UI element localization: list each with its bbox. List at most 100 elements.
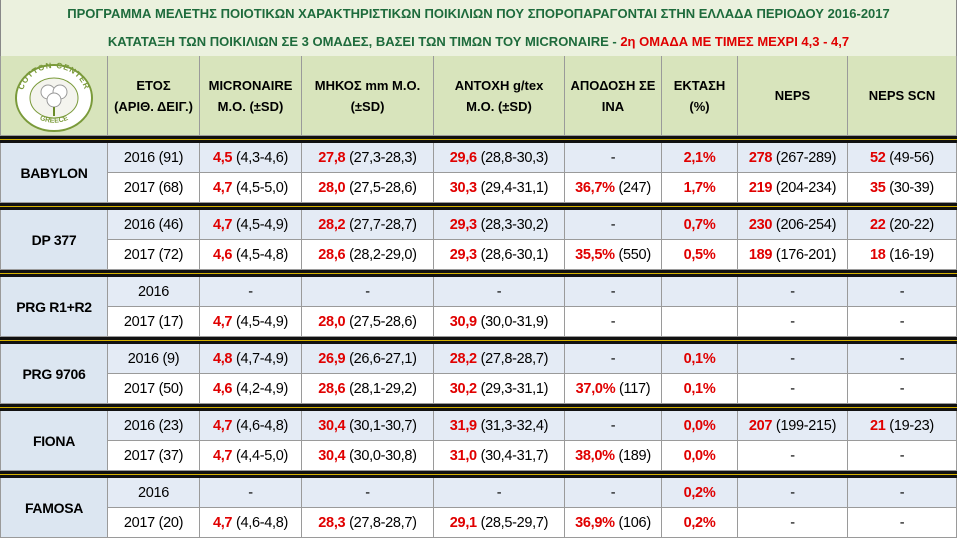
cell-range: (30,0-30,8) — [349, 447, 417, 464]
cell-range: (106) — [618, 514, 652, 531]
cell-range: (4,6-4,8) — [235, 514, 289, 531]
data-cell: - — [565, 143, 662, 173]
data-cell: - — [565, 411, 662, 441]
cell-range: (4,2-4,9) — [235, 380, 289, 397]
data-cell: - — [848, 508, 957, 538]
year-cell: 2016 — [108, 478, 200, 508]
data-cell: 31,0 (30,4-31,7) — [434, 441, 565, 471]
cell-range: (26,6-27,1) — [349, 350, 417, 367]
cell-value: 29,1 — [449, 514, 477, 531]
year-cell: 2016 — [108, 277, 200, 307]
cell-range: (28,8-30,3) — [480, 149, 549, 166]
cell-range: (20-22) — [889, 216, 934, 233]
data-cell: 28,0 (27,5-28,6) — [302, 173, 434, 203]
cell-value: 4,6 — [212, 246, 233, 263]
group-name: FIONA — [0, 411, 108, 471]
group-name: DP 377 — [0, 210, 108, 270]
year-cell: 2017 (17) — [108, 307, 200, 337]
title-text: ΚΑΤΑΤΑΞΗ ΤΩΝ ΠΟΙΚΙΛΙΩΝ ΣΕ 3 ΟΜΑΔΕΣ, ΒΑΣΕ… — [107, 34, 621, 49]
data-cell: - — [738, 478, 848, 508]
data-cell: 28,3 (27,8-28,7) — [302, 508, 434, 538]
cell-value: 219 — [748, 179, 773, 196]
cell-value: 0,1% — [683, 380, 716, 397]
cell-value: 189 — [748, 246, 773, 263]
data-cell: 278 (267-289) — [738, 143, 848, 173]
logo-cell: COTTON CENTER GREECE — [0, 56, 108, 136]
data-cell: 4,7 (4,6-4,8) — [200, 411, 302, 441]
data-cell: 219 (204-234) — [738, 173, 848, 203]
cell-value: 4,7 — [212, 417, 233, 434]
data-cell: - — [302, 277, 434, 307]
data-cell: 27,8 (27,3-28,3) — [302, 143, 434, 173]
data-cell: 22 (20-22) — [848, 210, 957, 240]
data-cell: 4,7 (4,5-4,9) — [200, 307, 302, 337]
year-cell: 2017 (20) — [108, 508, 200, 538]
data-cell: 2,1% — [662, 143, 738, 173]
cell-value: 22 — [870, 216, 886, 233]
cell-range: (28,2-29,0) — [349, 246, 417, 263]
cell-value: 0,2% — [683, 514, 716, 531]
cell-value: 30,4 — [318, 447, 346, 464]
data-cell: 52 (49-56) — [848, 143, 957, 173]
data-cell: - — [738, 374, 848, 404]
data-cell — [662, 277, 738, 307]
cell-value: 31,0 — [449, 447, 477, 464]
cell-value: 36,7% — [575, 179, 615, 196]
group-name: PRG R1+R2 — [0, 277, 108, 337]
cell-range: (30,4-31,7) — [480, 447, 549, 464]
header-cell: NEPS — [738, 56, 848, 136]
cell-range: (204-234) — [775, 179, 837, 196]
cell-value: 4,6 — [212, 380, 233, 397]
cell-value: 4,7 — [212, 514, 233, 531]
header-cell: ΑΠΟΔΟΣΗ ΣΕ ΙΝΑ — [565, 56, 662, 136]
data-cell: - — [848, 277, 957, 307]
cell-value: 29,3 — [449, 216, 477, 233]
title-line: ΚΑΤΑΤΑΞΗ ΤΩΝ ΠΟΙΚΙΛΙΩΝ ΣΕ 3 ΟΜΑΔΕΣ, ΒΑΣΕ… — [0, 28, 957, 56]
cell-value: 29,3 — [449, 246, 477, 263]
data-cell: 30,3 (29,4-31,1) — [434, 173, 565, 203]
data-cell: - — [738, 508, 848, 538]
header-text: Μ.Ο. (±SD) — [217, 98, 284, 114]
data-cell: 36,9% (106) — [565, 508, 662, 538]
data-cell: - — [738, 277, 848, 307]
data-cell: 4,6 (4,5-4,8) — [200, 240, 302, 270]
cell-value: 0,2% — [683, 484, 716, 501]
cell-range: (206-254) — [775, 216, 837, 233]
header-cell: ΜΗΚΟΣ mm Μ.Ο. (±SD) — [302, 56, 434, 136]
cell-value: 28,2 — [318, 216, 346, 233]
cell-value: 30,9 — [449, 313, 477, 330]
data-cell: - — [200, 478, 302, 508]
data-cell: 30,9 (30,0-31,9) — [434, 307, 565, 337]
data-cell: 35,5% (550) — [565, 240, 662, 270]
cell-value: 18 — [870, 246, 886, 263]
data-cell: 4,7 (4,4-5,0) — [200, 441, 302, 471]
cell-range: (27,8-28,7) — [349, 514, 417, 531]
cell-value: 28,2 — [449, 350, 477, 367]
cell-range: (4,3-4,6) — [235, 149, 289, 166]
header-cell: ΑΝΤΟΧΗ g/tex Μ.Ο. (±SD) — [434, 56, 565, 136]
logo: COTTON CENTER GREECE — [15, 60, 93, 132]
cell-value: 35 — [870, 179, 886, 196]
cell-value: 28,0 — [318, 313, 346, 330]
cell-range: (4,5-4,9) — [235, 313, 289, 330]
cell-value: 26,9 — [318, 350, 346, 367]
header-text: (ΑΡΙΘ. ΔΕΙΓ.) — [114, 98, 193, 114]
data-cell: 0,2% — [662, 478, 738, 508]
cell-value: 30,4 — [318, 417, 346, 434]
cell-range: (4,5-4,8) — [235, 246, 289, 263]
cell-value: 207 — [748, 417, 773, 434]
data-cell: - — [565, 307, 662, 337]
cell-range: (19-23) — [889, 417, 934, 434]
group-name: PRG 9706 — [0, 344, 108, 404]
header-text: ΜΗΚΟΣ mm Μ.Ο. — [314, 77, 421, 93]
data-cell: - — [738, 441, 848, 471]
data-cell: 28,2 (27,7-28,7) — [302, 210, 434, 240]
data-cell: 26,9 (26,6-27,1) — [302, 344, 434, 374]
data-cell: - — [200, 277, 302, 307]
cell-value: 28,6 — [318, 246, 346, 263]
separator — [0, 404, 957, 411]
cell-value: 52 — [870, 149, 886, 166]
cell-range: (4,7-4,9) — [235, 350, 289, 367]
svg-text:GREECE: GREECE — [39, 114, 70, 124]
header-cell: ΕΤΟΣ (ΑΡΙΘ. ΔΕΙΓ.) — [108, 56, 200, 136]
